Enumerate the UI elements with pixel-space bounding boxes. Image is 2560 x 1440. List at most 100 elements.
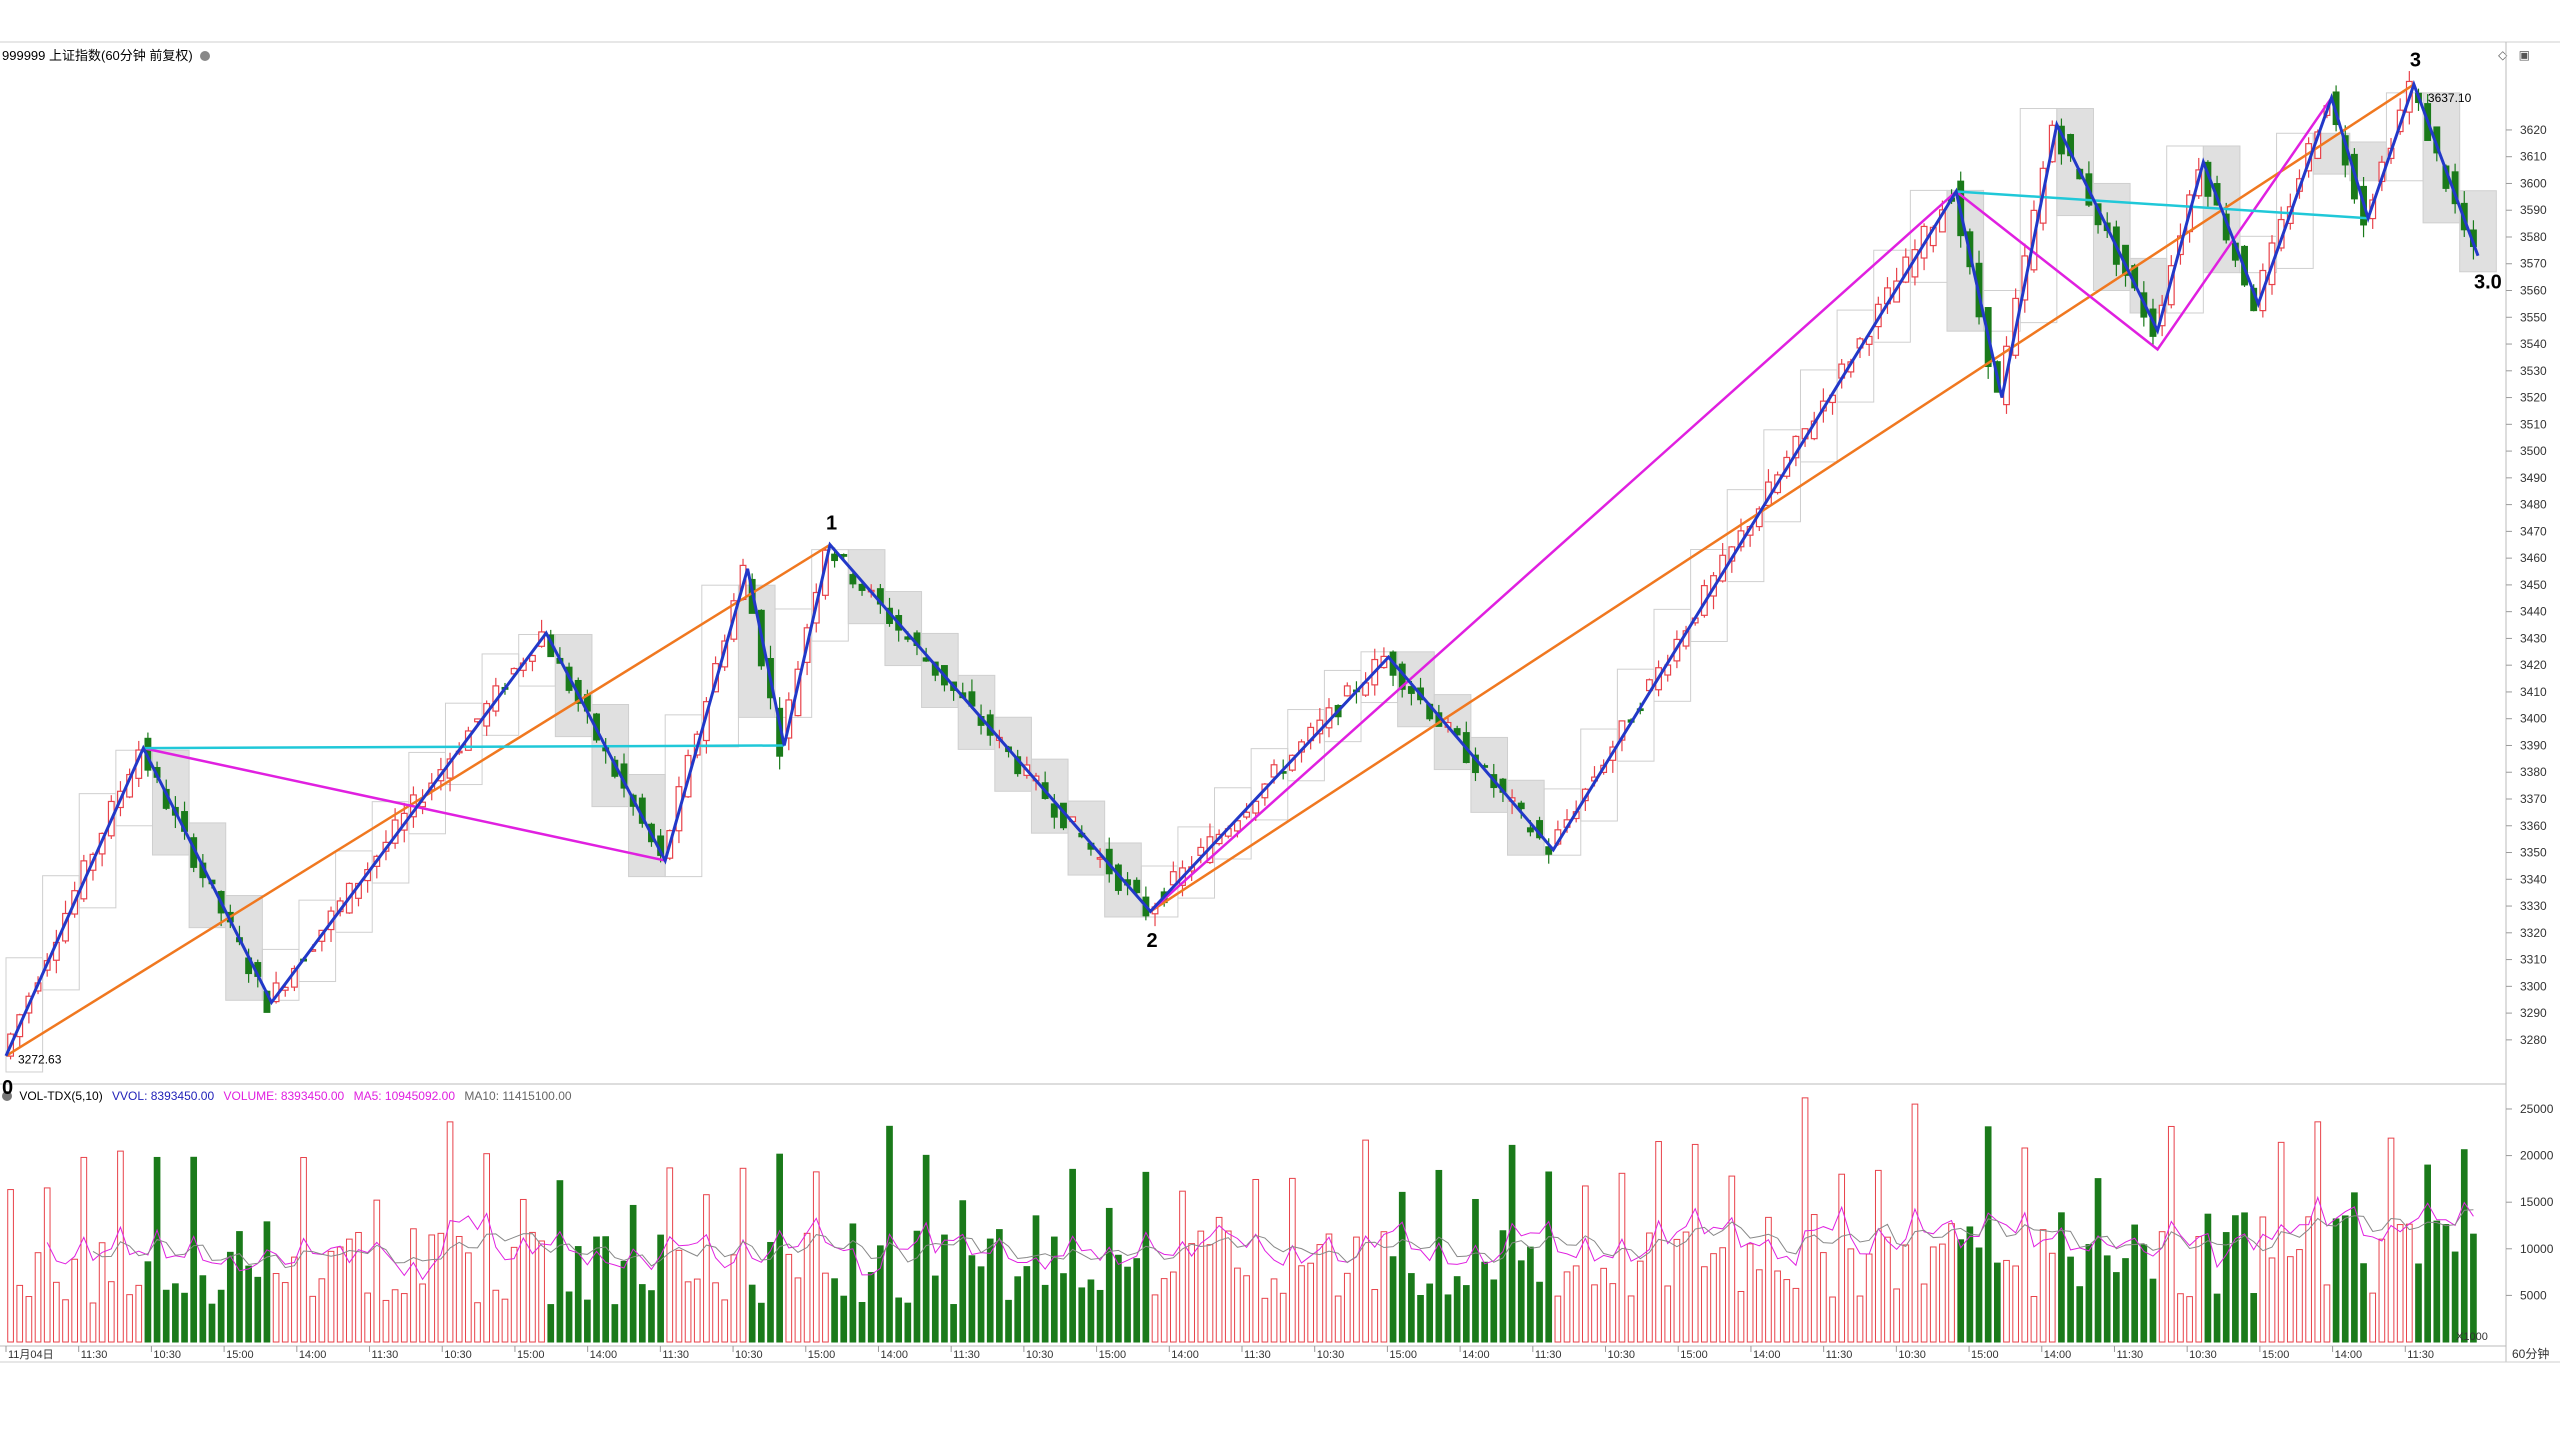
- volume-bar: [364, 1292, 371, 1343]
- volume-bar: [1096, 1289, 1104, 1343]
- chart-title: 999999 上证指数(60分钟 前复权): [2, 45, 211, 64]
- time-tick-label: 15:00: [808, 1349, 836, 1361]
- volume-bar: [2222, 1232, 2230, 1343]
- volume-bar: [1957, 1239, 1965, 1343]
- price-tick-label: 3400: [2520, 712, 2547, 726]
- price-tick-label: 3360: [2520, 819, 2547, 833]
- ma5-value: MA5: 10945092.00: [353, 1089, 455, 1103]
- price-tick-label: 3550: [2520, 310, 2547, 324]
- candle-body: [1407, 686, 1415, 694]
- price-tick-label: 3440: [2520, 605, 2547, 619]
- volume-bar: [1792, 1287, 1800, 1343]
- volume-bar: [190, 1156, 198, 1343]
- volume-bar: [1783, 1279, 1791, 1343]
- candle-body: [858, 583, 866, 591]
- volume-bar: [437, 1232, 445, 1343]
- candle-body: [1517, 802, 1525, 810]
- price-tick-label: 3280: [2520, 1033, 2547, 1047]
- volume-bar: [1014, 1276, 1022, 1343]
- volume-bar: [739, 1167, 747, 1343]
- volume-value: VOLUME: 8393450.00: [223, 1089, 345, 1103]
- flat-line: [143, 744, 785, 750]
- volume-bar: [648, 1290, 655, 1343]
- diamond-icon[interactable]: ◇: [2498, 48, 2508, 62]
- volume-bar: [1774, 1270, 1781, 1343]
- volume-bar: [1124, 1266, 1131, 1343]
- candle-body: [1252, 800, 1260, 814]
- volume-bar: [822, 1272, 829, 1343]
- volume-bar: [684, 1281, 692, 1343]
- volume-bar: [666, 1167, 674, 1343]
- volume-bar: [1032, 1215, 1040, 1343]
- time-tick-label: 10:30: [153, 1349, 181, 1361]
- period-box: [1799, 369, 1838, 463]
- volume-bar: [1499, 1230, 1507, 1343]
- wave-marker-wave1: 1: [826, 512, 837, 534]
- volume-bar: [2405, 1223, 2413, 1343]
- period-box: [1250, 748, 1289, 821]
- volume-bar: [1050, 1236, 1058, 1343]
- volume-bar: [2076, 1286, 2084, 1343]
- volume-bar: [2341, 1215, 2349, 1343]
- period-box: [774, 608, 813, 718]
- volume-bar: [336, 1246, 344, 1343]
- volume-bar: [1472, 1198, 1479, 1343]
- volume-bar: [1975, 1247, 1983, 1343]
- volume-bar: [16, 1284, 24, 1343]
- volume-bar: [1224, 1230, 1232, 1343]
- volume-bar: [345, 1238, 353, 1343]
- volume-bar: [1398, 1191, 1406, 1343]
- price-tick-label: 3460: [2520, 551, 2547, 565]
- volume-bar: [1289, 1177, 1296, 1343]
- volume-bar: [1408, 1273, 1415, 1343]
- volume-bar: [2460, 1149, 2468, 1343]
- volume-bar: [391, 1289, 399, 1343]
- volume-bar: [1353, 1236, 1360, 1343]
- volume-bar: [1820, 1252, 1827, 1343]
- volume-bar: [712, 1282, 719, 1343]
- wave-marker-wave3_0: 3.0: [2474, 271, 2502, 293]
- volume-bar: [43, 1187, 51, 1343]
- volume-bar: [2204, 1213, 2212, 1343]
- volume-bar: [968, 1255, 976, 1343]
- volume-bar: [1646, 1232, 1653, 1343]
- volume-bar: [2433, 1220, 2441, 1343]
- price-tick-label: 3450: [2520, 578, 2547, 592]
- period-box: [408, 751, 446, 835]
- ma10-value: MA10: 11415100.00: [464, 1089, 572, 1103]
- candle-body: [849, 574, 857, 585]
- volume-bar: [25, 1296, 33, 1343]
- volume-bar: [2085, 1244, 2093, 1343]
- volume-bar: [1801, 1097, 1809, 1343]
- period-box: [42, 875, 80, 991]
- volume-bar: [1609, 1283, 1617, 1343]
- volume-bar: [2012, 1265, 2019, 1343]
- volume-bar: [1691, 1143, 1699, 1343]
- price-tick-label: 3600: [2520, 176, 2547, 190]
- candle-body: [1243, 811, 1251, 818]
- volume-bar: [831, 1278, 838, 1343]
- volume-bar: [1856, 1295, 1864, 1343]
- price-tick-label: 3420: [2520, 658, 2547, 672]
- volume-bar: [2213, 1293, 2221, 1343]
- window-icon[interactable]: ▣: [2518, 48, 2530, 62]
- price-tick-label: 3490: [2520, 471, 2547, 485]
- volume-bar: [1545, 1171, 1553, 1343]
- volume-settings-icon[interactable]: [2, 1091, 12, 1101]
- time-tick-label: 10:30: [1898, 1349, 1926, 1361]
- time-tick-label: 15:00: [1099, 1349, 1127, 1361]
- volume-bar: [1728, 1175, 1736, 1343]
- time-tick-label: 11:30: [372, 1349, 399, 1361]
- volume-bar: [245, 1265, 252, 1343]
- volume-bar: [547, 1304, 555, 1343]
- volume-bar: [1316, 1244, 1324, 1343]
- period-box: [481, 653, 520, 736]
- volume-bar: [1307, 1262, 1315, 1343]
- volume-bar: [675, 1249, 683, 1343]
- volume-bar: [986, 1238, 994, 1343]
- volume-bar: [2113, 1272, 2120, 1343]
- settings-circle-icon[interactable]: [200, 51, 211, 61]
- volume-bar: [1243, 1275, 1250, 1343]
- volume-bar: [217, 1289, 225, 1343]
